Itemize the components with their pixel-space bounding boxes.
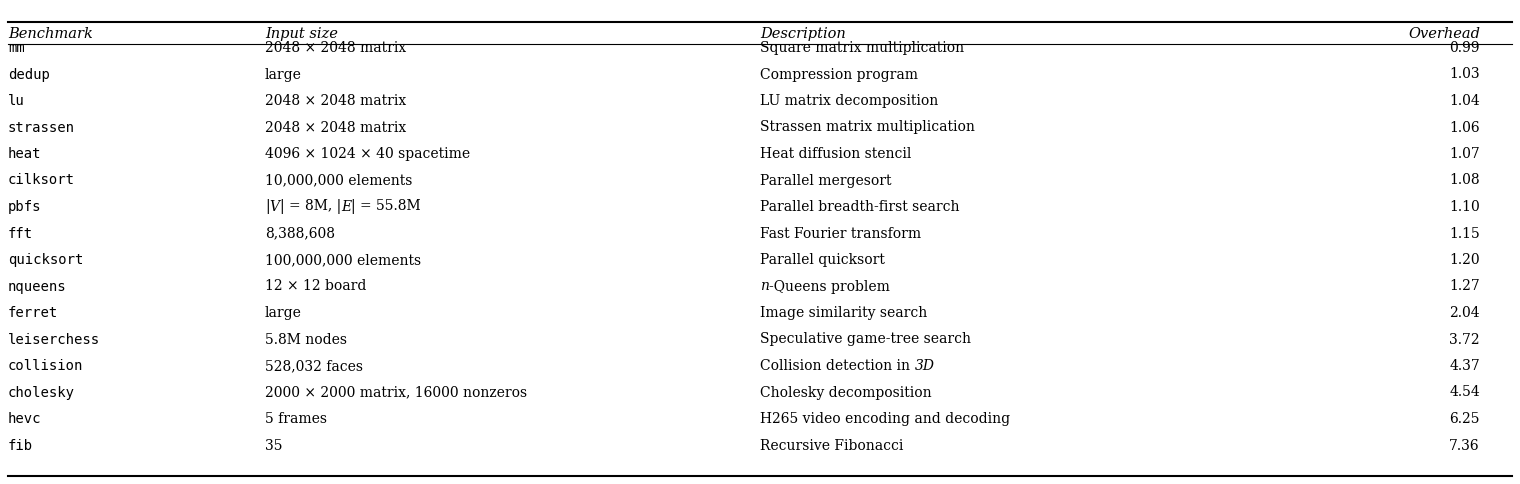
Text: 2.04: 2.04 bbox=[1450, 306, 1480, 320]
Text: ferret: ferret bbox=[8, 306, 58, 320]
Text: 4.37: 4.37 bbox=[1449, 359, 1480, 373]
Text: Heat diffusion stencil: Heat diffusion stencil bbox=[760, 147, 912, 161]
Text: 3.72: 3.72 bbox=[1450, 333, 1480, 347]
Text: 5 frames: 5 frames bbox=[264, 412, 327, 426]
Text: 8,388,608: 8,388,608 bbox=[264, 227, 334, 241]
Text: V: V bbox=[269, 200, 280, 214]
Text: 1.27: 1.27 bbox=[1449, 279, 1480, 293]
Text: pbfs: pbfs bbox=[8, 200, 41, 214]
Text: 1.03: 1.03 bbox=[1450, 67, 1480, 81]
Text: 1.06: 1.06 bbox=[1450, 121, 1480, 135]
Text: lu: lu bbox=[8, 94, 24, 108]
Text: H265 video encoding and decoding: H265 video encoding and decoding bbox=[760, 412, 1011, 426]
Text: leiserchess: leiserchess bbox=[8, 333, 100, 347]
Text: dedup: dedup bbox=[8, 67, 50, 81]
Text: Strassen matrix multiplication: Strassen matrix multiplication bbox=[760, 121, 974, 135]
Text: Parallel mergesort: Parallel mergesort bbox=[760, 173, 892, 187]
Text: Compression program: Compression program bbox=[760, 67, 918, 81]
Text: 1.15: 1.15 bbox=[1449, 227, 1480, 241]
Text: Description: Description bbox=[760, 27, 845, 41]
Text: Image similarity search: Image similarity search bbox=[760, 306, 927, 320]
Text: 1.20: 1.20 bbox=[1450, 253, 1480, 267]
Text: Cholesky decomposition: Cholesky decomposition bbox=[760, 385, 932, 399]
Text: E: E bbox=[340, 200, 351, 214]
Text: cholesky: cholesky bbox=[8, 385, 74, 399]
Text: Benchmark: Benchmark bbox=[8, 27, 93, 41]
Text: 1.07: 1.07 bbox=[1449, 147, 1480, 161]
Text: fft: fft bbox=[8, 227, 33, 241]
Text: 0.99: 0.99 bbox=[1450, 41, 1480, 55]
Text: -Queens problem: -Queens problem bbox=[769, 279, 889, 293]
Text: mm: mm bbox=[8, 41, 24, 55]
Text: 3D: 3D bbox=[915, 359, 935, 373]
Text: Parallel breadth-first search: Parallel breadth-first search bbox=[760, 200, 959, 214]
Text: |: | bbox=[264, 199, 269, 214]
Text: heat: heat bbox=[8, 147, 41, 161]
Text: fib: fib bbox=[8, 439, 33, 453]
Text: 528,032 faces: 528,032 faces bbox=[264, 359, 363, 373]
Text: Collision detection in: Collision detection in bbox=[760, 359, 915, 373]
Text: | = 55.8M: | = 55.8M bbox=[351, 199, 421, 214]
Text: 2048 × 2048 matrix: 2048 × 2048 matrix bbox=[264, 94, 406, 108]
Text: 7.36: 7.36 bbox=[1450, 439, 1480, 453]
Text: Overhead: Overhead bbox=[1408, 27, 1480, 41]
Text: Recursive Fibonacci: Recursive Fibonacci bbox=[760, 439, 903, 453]
Text: n: n bbox=[760, 279, 769, 293]
Text: 2048 × 2048 matrix: 2048 × 2048 matrix bbox=[264, 41, 406, 55]
Text: 10,000,000 elements: 10,000,000 elements bbox=[264, 173, 412, 187]
Text: cilksort: cilksort bbox=[8, 173, 74, 187]
Text: Input size: Input size bbox=[264, 27, 337, 41]
Text: 5.8M nodes: 5.8M nodes bbox=[264, 333, 347, 347]
Text: 1.08: 1.08 bbox=[1450, 173, 1480, 187]
Text: 4.54: 4.54 bbox=[1449, 385, 1480, 399]
Text: large: large bbox=[264, 67, 302, 81]
Text: Fast Fourier transform: Fast Fourier transform bbox=[760, 227, 921, 241]
Text: 12 × 12 board: 12 × 12 board bbox=[264, 279, 366, 293]
Text: quicksort: quicksort bbox=[8, 253, 84, 267]
Text: 100,000,000 elements: 100,000,000 elements bbox=[264, 253, 421, 267]
Text: collision: collision bbox=[8, 359, 84, 373]
Text: | = 8M, |: | = 8M, | bbox=[280, 199, 340, 214]
Text: Parallel quicksort: Parallel quicksort bbox=[760, 253, 885, 267]
Text: 2000 × 2000 matrix, 16000 nonzeros: 2000 × 2000 matrix, 16000 nonzeros bbox=[264, 385, 527, 399]
Text: Square matrix multiplication: Square matrix multiplication bbox=[760, 41, 964, 55]
Text: LU matrix decomposition: LU matrix decomposition bbox=[760, 94, 938, 108]
Text: 6.25: 6.25 bbox=[1450, 412, 1480, 426]
Text: nqueens: nqueens bbox=[8, 279, 67, 293]
Text: Speculative game-tree search: Speculative game-tree search bbox=[760, 333, 971, 347]
Text: 4096 × 1024 × 40 spacetime: 4096 × 1024 × 40 spacetime bbox=[264, 147, 470, 161]
Text: strassen: strassen bbox=[8, 121, 74, 135]
Text: 2048 × 2048 matrix: 2048 × 2048 matrix bbox=[264, 121, 406, 135]
Text: large: large bbox=[264, 306, 302, 320]
Text: hevc: hevc bbox=[8, 412, 41, 426]
Text: 35: 35 bbox=[264, 439, 283, 453]
Text: 1.04: 1.04 bbox=[1449, 94, 1480, 108]
Text: 1.10: 1.10 bbox=[1449, 200, 1480, 214]
